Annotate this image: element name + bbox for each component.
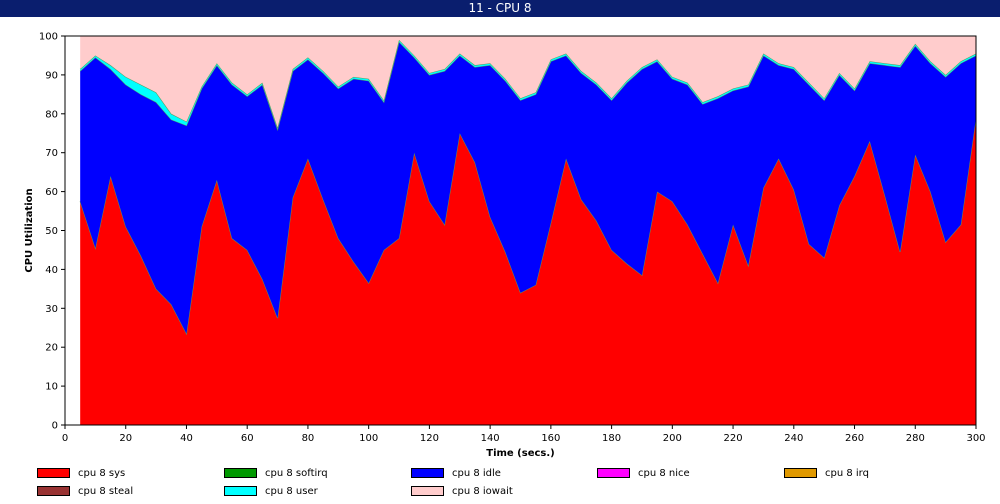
- legend-swatch: [597, 468, 630, 478]
- y-tick-label: 50: [45, 226, 58, 237]
- y-tick-label: 100: [39, 32, 58, 43]
- legend-swatch: [224, 486, 257, 496]
- x-axis: 0 20 40 60 80 100 120 140 160 180 200 220 240 260 280 3…: [62, 425, 986, 444]
- x-tick-label: 260: [845, 433, 864, 444]
- area-cpu-8-iowait: [80, 36, 977, 128]
- y-tick-label: 90: [45, 70, 58, 81]
- x-tick-label: 60: [241, 433, 254, 444]
- legend-item: cpu 8 irq: [784, 466, 869, 480]
- legend-swatch: [37, 486, 70, 496]
- legend-label: cpu 8 idle: [452, 467, 501, 479]
- legend-item: cpu 8 sys: [37, 466, 125, 480]
- x-tick-label: 20: [119, 433, 132, 444]
- x-tick-label: 220: [724, 433, 743, 444]
- window-title: 11 - CPU 8: [0, 0, 1000, 17]
- x-tick-label: 280: [906, 433, 925, 444]
- x-tick-label: 240: [784, 433, 803, 444]
- y-tick-label: 70: [45, 148, 58, 159]
- boundary-cpu-8-sys: [79, 117, 977, 336]
- legend-label: cpu 8 softirq: [265, 467, 328, 479]
- cpu-utilization-chart: 0 20 40 60 80 100 120 140 160 180 200 220 240 260 280 3…: [24, 32, 986, 460]
- x-tick-label: 200: [663, 433, 682, 444]
- y-axis-label: CPU Utilization: [24, 188, 35, 272]
- y-tick-label: 10: [45, 382, 58, 393]
- legend-item: cpu 8 softirq: [224, 466, 328, 480]
- legend-label: cpu 8 irq: [825, 467, 869, 479]
- legend-swatch: [224, 468, 257, 478]
- legend-item: cpu 8 user: [224, 484, 318, 498]
- y-tick-label: 0: [52, 421, 58, 432]
- y-axis: 0 10 20 30 40 50 60 70 80 90 100: [39, 32, 65, 432]
- legend: cpu 8 sys cpu 8 softirq cpu 8 idle cpu 8 ni…: [0, 462, 1000, 504]
- legend-item: cpu 8 idle: [411, 466, 501, 480]
- legend-item: cpu 8 nice: [597, 466, 690, 480]
- legend-label: cpu 8 sys: [78, 467, 126, 479]
- x-tick-label: 180: [602, 433, 621, 444]
- x-tick-label: 100: [359, 433, 378, 444]
- legend-item: cpu 8 iowait: [411, 484, 513, 498]
- legend-label: cpu 8 steal: [78, 485, 134, 497]
- legend-swatch: [411, 486, 444, 496]
- y-tick-label: 40: [45, 265, 58, 276]
- legend-label: cpu 8 nice: [638, 467, 690, 479]
- legend-swatch: [411, 468, 444, 478]
- area-cpu-8-idle: [80, 41, 977, 334]
- x-tick-label: 40: [180, 433, 193, 444]
- boundary-cpu-8-user: [79, 38, 977, 130]
- plot-areas: [79, 35, 977, 425]
- legend-label: cpu 8 iowait: [452, 485, 513, 497]
- x-tick-label: 160: [541, 433, 560, 444]
- legend-item: cpu 8 steal: [37, 484, 133, 498]
- area-cpu-8-sys: [80, 117, 977, 425]
- boundary-cpu-8-idle: [79, 40, 977, 132]
- x-tick-label: 300: [966, 433, 985, 444]
- y-tick-label: 20: [45, 343, 58, 354]
- x-axis-label: Time (secs.): [486, 448, 555, 459]
- x-tick-label: 120: [420, 433, 439, 444]
- y-tick-label: 60: [45, 187, 58, 198]
- legend-swatch: [37, 468, 70, 478]
- x-tick-label: 80: [302, 433, 315, 444]
- y-tick-label: 80: [45, 109, 58, 120]
- x-tick-label: 0: [62, 433, 68, 444]
- legend-swatch: [784, 468, 817, 478]
- legend-label: cpu 8 user: [265, 485, 318, 497]
- x-tick-label: 140: [481, 433, 500, 444]
- y-tick-label: 30: [45, 304, 58, 315]
